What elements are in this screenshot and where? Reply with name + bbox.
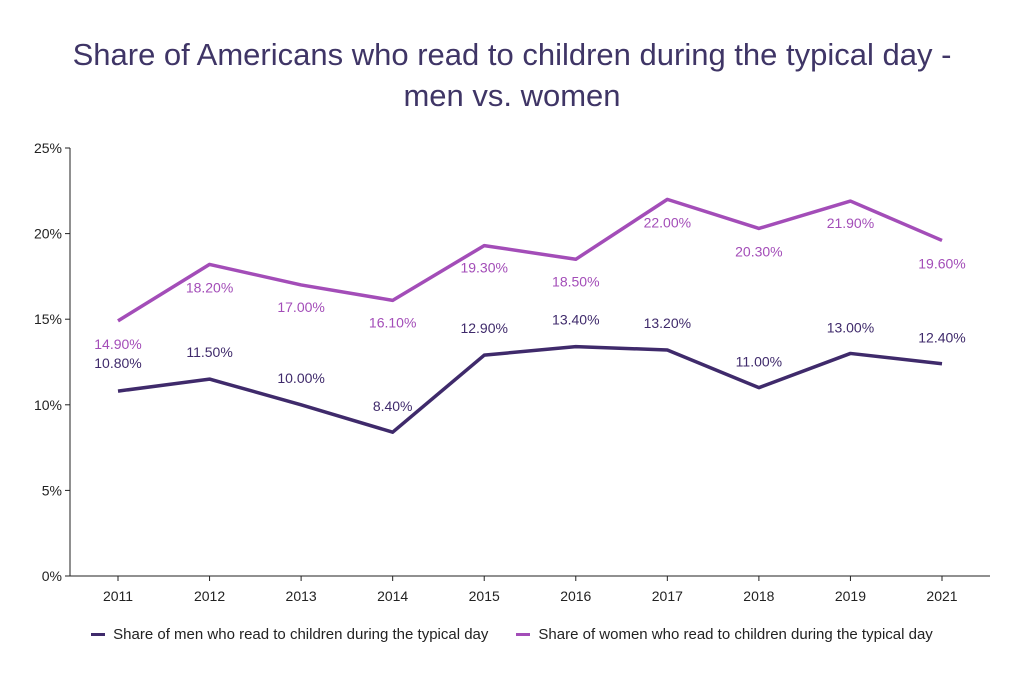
data-label-men: 12.90%: [460, 320, 507, 336]
y-tick-label: 5%: [42, 482, 62, 498]
legend-item-women[interactable]: Share of women who read to children duri…: [516, 626, 933, 643]
x-tick-label: 2016: [560, 588, 591, 604]
x-tick-label: 2012: [194, 588, 225, 604]
x-tick-label: 2018: [743, 588, 774, 604]
legend-swatch-women: [516, 633, 531, 636]
data-label-women: 17.00%: [277, 299, 324, 315]
data-label-women: 21.90%: [827, 215, 874, 231]
x-tick-label: 2014: [377, 588, 408, 604]
data-label-women: 18.50%: [552, 273, 599, 289]
data-label-women: 14.90%: [94, 336, 141, 352]
data-label-women: 20.30%: [735, 243, 782, 259]
legend-item-men[interactable]: Share of men who read to children during…: [91, 626, 488, 643]
data-label-women: 19.30%: [460, 260, 507, 276]
data-label-men: 8.40%: [373, 398, 413, 414]
chart-title: Share of Americans who read to children …: [0, 34, 1024, 116]
data-label-women: 16.10%: [369, 314, 416, 330]
x-tick-label: 2019: [835, 588, 866, 604]
legend-label-men: Share of men who read to children during…: [113, 626, 489, 643]
data-label-men: 11.00%: [736, 354, 782, 370]
y-tick-label: 10%: [34, 397, 62, 413]
data-label-men: 12.40%: [918, 330, 965, 346]
series-line-women: [117, 197, 943, 323]
x-tick-label: 2021: [926, 588, 957, 604]
chart-title-line-1: Share of Americans who read to children …: [72, 37, 952, 72]
y-tick-label: 0%: [42, 568, 62, 584]
x-tick-label: 2013: [286, 588, 317, 604]
y-tick-label: 25%: [34, 140, 62, 156]
y-tick-label: 20%: [34, 226, 62, 242]
data-label-men: 10.80%: [94, 355, 141, 371]
data-label-women: 22.00%: [644, 214, 691, 230]
data-label-women: 19.60%: [918, 255, 965, 271]
y-tick-label: 15%: [34, 311, 62, 327]
data-label-men: 13.00%: [827, 319, 874, 335]
series-line-men: [117, 344, 943, 434]
x-tick-label: 2015: [469, 588, 500, 604]
chart-title-line-2: men vs. women: [403, 78, 621, 113]
data-label-men: 13.20%: [644, 315, 691, 331]
data-label-women: 18.20%: [186, 279, 233, 295]
x-tick-label: 2011: [103, 588, 133, 604]
legend-swatch-men: [91, 633, 106, 636]
data-label-men: 11.50%: [186, 344, 232, 360]
chart-legend: Share of men who read to children during…: [0, 626, 1024, 643]
data-label-men: 10.00%: [277, 370, 324, 386]
legend-label-women: Share of women who read to children duri…: [538, 626, 933, 643]
x-tick-label: 2017: [652, 588, 683, 604]
data-label-men: 13.40%: [552, 312, 599, 328]
